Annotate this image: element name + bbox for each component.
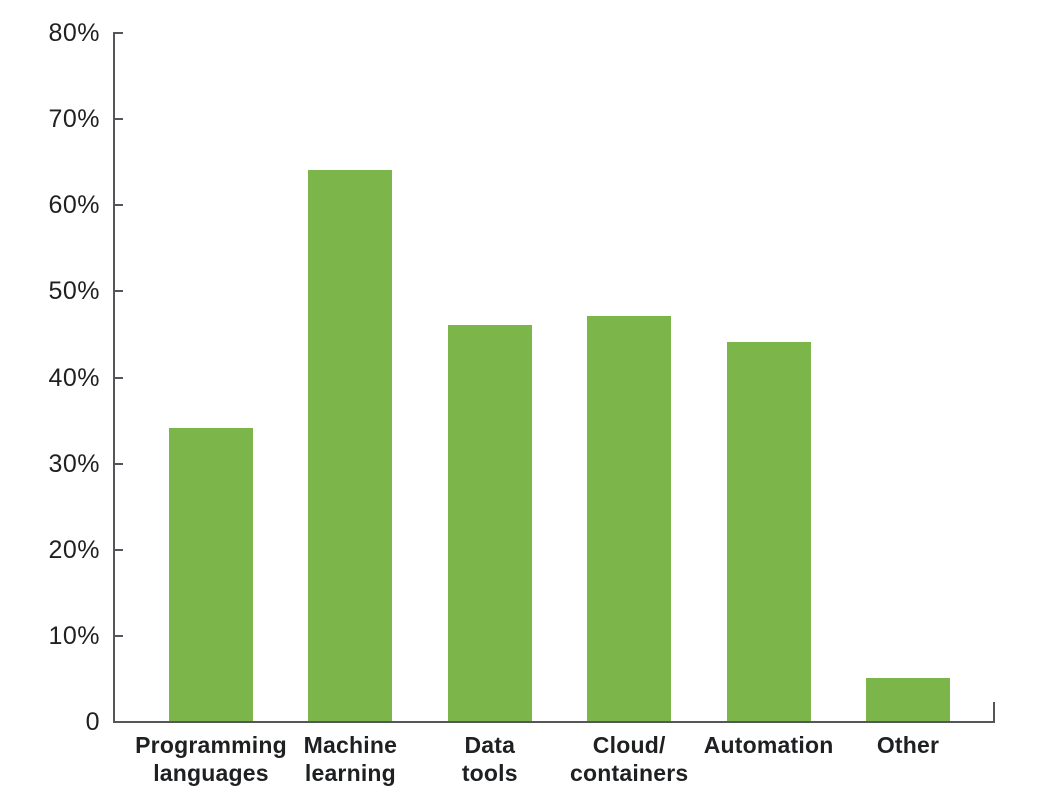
y-tick-label: 30% bbox=[48, 449, 100, 478]
y-tick-mark bbox=[113, 32, 123, 34]
y-tick-mark bbox=[113, 118, 123, 121]
bar bbox=[726, 342, 811, 721]
y-tick-label: 80% bbox=[48, 19, 100, 47]
x-category-label: Other bbox=[876, 732, 940, 758]
x-category-label: Automation bbox=[703, 732, 834, 758]
bar bbox=[169, 428, 253, 721]
x-category-label: Data tools bbox=[461, 732, 518, 786]
y-tick-mark bbox=[113, 462, 123, 465]
y-tick-label: 50% bbox=[48, 277, 100, 306]
bar bbox=[587, 316, 672, 721]
x-category-label: Programming languages bbox=[135, 732, 287, 786]
bar bbox=[866, 677, 950, 721]
y-tick-mark bbox=[113, 290, 123, 293]
y-tick-mark bbox=[113, 204, 123, 207]
y-tick-label: 60% bbox=[48, 191, 100, 220]
y-tick-mark bbox=[113, 376, 123, 379]
y-tick-mark bbox=[113, 634, 123, 637]
y-tick-mark bbox=[113, 548, 123, 551]
y-tick-label: 40% bbox=[48, 363, 100, 392]
y-tick-label: 0 bbox=[85, 708, 100, 736]
y-tick-label: 10% bbox=[48, 621, 100, 650]
bar bbox=[447, 324, 532, 721]
x-axis-end-tick bbox=[993, 702, 995, 722]
x-category-label: Cloud/ containers bbox=[570, 732, 689, 786]
x-category-label: Machine learning bbox=[303, 732, 398, 786]
x-axis bbox=[113, 721, 995, 723]
bar bbox=[308, 169, 393, 721]
y-tick-label: 70% bbox=[48, 105, 100, 134]
y-tick-label: 20% bbox=[48, 535, 100, 564]
